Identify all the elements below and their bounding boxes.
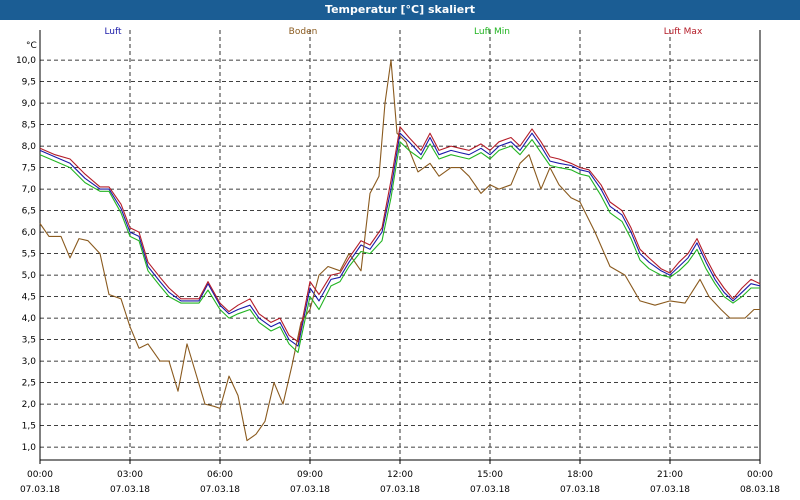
temperature-chart: 1,0 1,5 2,0 2,5 3,0 3,5 4,0 4,5 5,0 5,5 6,0 6,5 7,0 7… [16, 27, 780, 495]
grid [40, 30, 760, 460]
y-tick-label: 2,5 [22, 379, 36, 389]
x-tick-date: 07.03.18 [20, 485, 60, 495]
y-tick-label: 5,5 [22, 250, 36, 260]
x-tick-time: 12:00 [387, 470, 413, 480]
y-tick-label: 9,0 [22, 99, 37, 109]
y-tick-labels: 1,0 1,5 2,0 2,5 3,0 3,5 4,0 4,5 5,0 5,5 6,0 6,5 7,0 7… [16, 56, 36, 453]
x-tick-date: 07.03.18 [650, 485, 690, 495]
chart-title: Temperatur [°C] skaliert [325, 3, 475, 16]
x-tick-time: 15:00 [477, 470, 503, 480]
series-lines [39, 59, 761, 442]
x-tick-time: 21:00 [657, 470, 683, 480]
x-tick-date: 07.03.18 [560, 485, 600, 495]
x-tick-time: 06:00 [207, 470, 233, 480]
series-line-boden [39, 59, 760, 442]
y-tick-label: 6,0 [22, 228, 37, 238]
y-tick-label: 7,5 [22, 164, 36, 174]
legend-entry-luft-min: Luft Min [474, 27, 510, 37]
x-tick-date: 08.03.18 [740, 485, 780, 495]
y-tick-label: 10,0 [16, 56, 36, 66]
x-tick-time: 09:00 [297, 470, 323, 480]
x-tick-time: 18:00 [567, 470, 593, 480]
y-tick-label: 7,0 [22, 185, 37, 195]
y-tick-label: 1,5 [22, 422, 36, 432]
y-tick-label: 4,0 [22, 314, 37, 324]
x-tick-time: 03:00 [117, 470, 143, 480]
y-tick-label: 5,0 [22, 271, 37, 281]
y-tick-label: 3,5 [22, 336, 36, 346]
y-tick-label: 8,5 [22, 121, 36, 131]
y-tick-label: 1,0 [22, 443, 37, 453]
y-tick-label: 4,5 [22, 293, 36, 303]
x-tick-date: 07.03.18 [200, 485, 240, 495]
axes [39, 30, 761, 464]
y-tick-label: 8,0 [22, 142, 37, 152]
y-tick-label: 2,0 [22, 400, 37, 410]
x-tick-labels: 00:00 07.03.18 03:00 07.03.18 06:00 07.03.18 0… [20, 470, 780, 495]
y-tick-label: 3,0 [22, 357, 37, 367]
y-tick-label: 6,5 [22, 207, 36, 217]
legend: Luft Boden Luft Min Luft Max [104, 27, 703, 37]
title-bar: Temperatur [°C] skaliert [0, 0, 800, 20]
series-line-luft-min [39, 139, 760, 354]
x-tick-time: 00:00 [747, 470, 773, 480]
legend-entry-luft-max: Luft Max [664, 27, 703, 37]
x-tick-time: 00:00 [27, 470, 53, 480]
x-tick-date: 07.03.18 [110, 485, 150, 495]
x-tick-date: 07.03.18 [380, 485, 420, 495]
x-tick-date: 07.03.18 [470, 485, 510, 495]
legend-entry-boden: Boden [289, 27, 318, 37]
x-tick-date: 07.03.18 [290, 485, 330, 495]
y-axis-unit-label: °C [26, 41, 37, 51]
series-line-luft [39, 132, 761, 347]
legend-entry-luft: Luft [104, 27, 122, 37]
series-line-luft-max [39, 126, 761, 343]
y-tick-label: 9,5 [22, 78, 36, 88]
